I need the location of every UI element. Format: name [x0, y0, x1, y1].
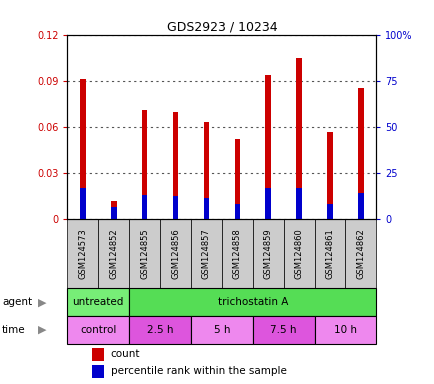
Text: GSM124856: GSM124856	[171, 228, 180, 279]
Bar	[296, 189, 301, 219]
Bar	[129, 288, 375, 316]
Text: untreated: untreated	[72, 297, 124, 307]
Text: GSM124860: GSM124860	[294, 228, 303, 279]
Bar	[92, 348, 104, 361]
Bar	[67, 288, 129, 316]
Text: ▶: ▶	[38, 325, 47, 335]
Text: GSM124573: GSM124573	[78, 228, 87, 279]
Bar	[326, 131, 332, 219]
Text: 5 h: 5 h	[213, 325, 230, 335]
Title: GDS2923 / 10234: GDS2923 / 10234	[166, 20, 276, 33]
Text: percentile rank within the sample: percentile rank within the sample	[110, 366, 286, 376]
Bar	[129, 316, 191, 344]
Bar	[252, 219, 283, 288]
Bar	[111, 207, 116, 219]
Text: GSM124855: GSM124855	[140, 228, 149, 279]
Text: 10 h: 10 h	[333, 325, 356, 335]
Bar	[314, 316, 375, 344]
Text: control: control	[80, 325, 116, 335]
Text: time: time	[2, 325, 26, 335]
Bar	[265, 74, 270, 219]
Bar	[326, 204, 332, 219]
Bar	[172, 196, 178, 219]
Bar	[283, 219, 314, 288]
Bar	[234, 204, 240, 219]
Bar	[234, 139, 240, 219]
Text: 2.5 h: 2.5 h	[147, 325, 173, 335]
Bar	[203, 198, 209, 219]
Text: count: count	[110, 349, 140, 359]
Bar	[203, 122, 209, 219]
Bar	[296, 58, 301, 219]
Bar	[92, 364, 104, 378]
Bar	[129, 219, 160, 288]
Text: agent: agent	[2, 297, 32, 307]
Text: GSM124862: GSM124862	[355, 228, 365, 279]
Bar	[345, 219, 375, 288]
Bar	[160, 219, 191, 288]
Bar	[221, 219, 252, 288]
Text: GSM124858: GSM124858	[232, 228, 241, 279]
Bar	[191, 316, 252, 344]
Bar	[80, 79, 85, 219]
Bar	[314, 219, 345, 288]
Bar	[191, 219, 221, 288]
Text: 7.5 h: 7.5 h	[270, 325, 296, 335]
Bar	[67, 219, 98, 288]
Bar	[98, 219, 129, 288]
Text: GSM124852: GSM124852	[109, 228, 118, 279]
Bar	[172, 111, 178, 219]
Text: GSM124861: GSM124861	[325, 228, 334, 279]
Text: ▶: ▶	[38, 297, 47, 307]
Text: GSM124857: GSM124857	[201, 228, 210, 279]
Bar	[252, 316, 314, 344]
Bar	[265, 189, 270, 219]
Bar	[141, 110, 147, 219]
Bar	[67, 316, 129, 344]
Text: GSM124859: GSM124859	[263, 228, 272, 279]
Text: trichostatin A: trichostatin A	[217, 297, 287, 307]
Bar	[111, 201, 116, 219]
Bar	[80, 189, 85, 219]
Bar	[357, 88, 363, 219]
Bar	[357, 193, 363, 219]
Bar	[141, 195, 147, 219]
